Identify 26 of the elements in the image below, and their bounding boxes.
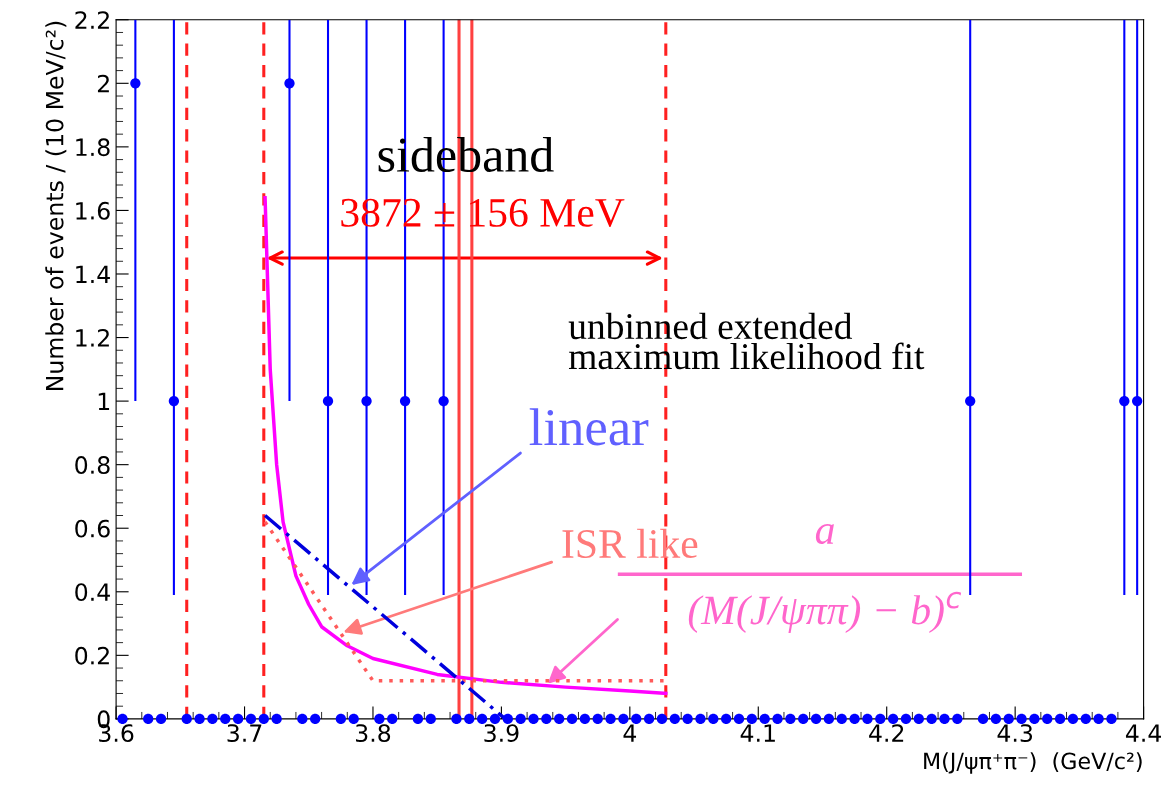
y-tick-label: 0.8 bbox=[75, 456, 110, 474]
x-tick-label: 3.8 bbox=[356, 724, 391, 743]
text: linear bbox=[529, 408, 649, 446]
y-tick-label: 1.4 bbox=[76, 265, 110, 283]
x-tick-label: 4.3 bbox=[997, 724, 1033, 743]
x-tick-label: 3.9 bbox=[484, 724, 519, 743]
annotation: unbinned extended maximum likelihood fit bbox=[568, 312, 925, 370]
x-tick-label: 4.1 bbox=[740, 724, 775, 742]
y-tick-label: 0.4 bbox=[75, 583, 110, 602]
text: ISR like bbox=[562, 528, 698, 559]
x-axis-title: M(J/ψπ⁺π⁻) (GeV/c²) bbox=[924, 752, 1142, 774]
y-tick-label: 0.2 bbox=[75, 646, 109, 665]
y-tick-label: 2 bbox=[97, 74, 109, 93]
y-tick-label: 0.6 bbox=[75, 519, 110, 538]
annotation: (M(J/ψππ) − b)$^{c}$ bbox=[688, 591, 962, 633]
y-tick-label: 1.2 bbox=[76, 328, 109, 347]
y-tick-label: 1.8 bbox=[76, 138, 110, 157]
annotation: a bbox=[815, 524, 834, 545]
y-tick-label: 1.6 bbox=[76, 201, 110, 220]
x-tick-label: 3.7 bbox=[227, 724, 262, 743]
y-tick-label: 2.2 bbox=[75, 11, 109, 29]
x-tick-label: 4 bbox=[623, 724, 637, 742]
x-tick-label: 4.2 bbox=[869, 724, 904, 742]
y-axis-title: Number of events / (10 MeV/c²) bbox=[45, 21, 67, 390]
x-tick-label: 4.4 bbox=[1125, 724, 1161, 742]
y-tick-label: 1 bbox=[98, 392, 110, 411]
